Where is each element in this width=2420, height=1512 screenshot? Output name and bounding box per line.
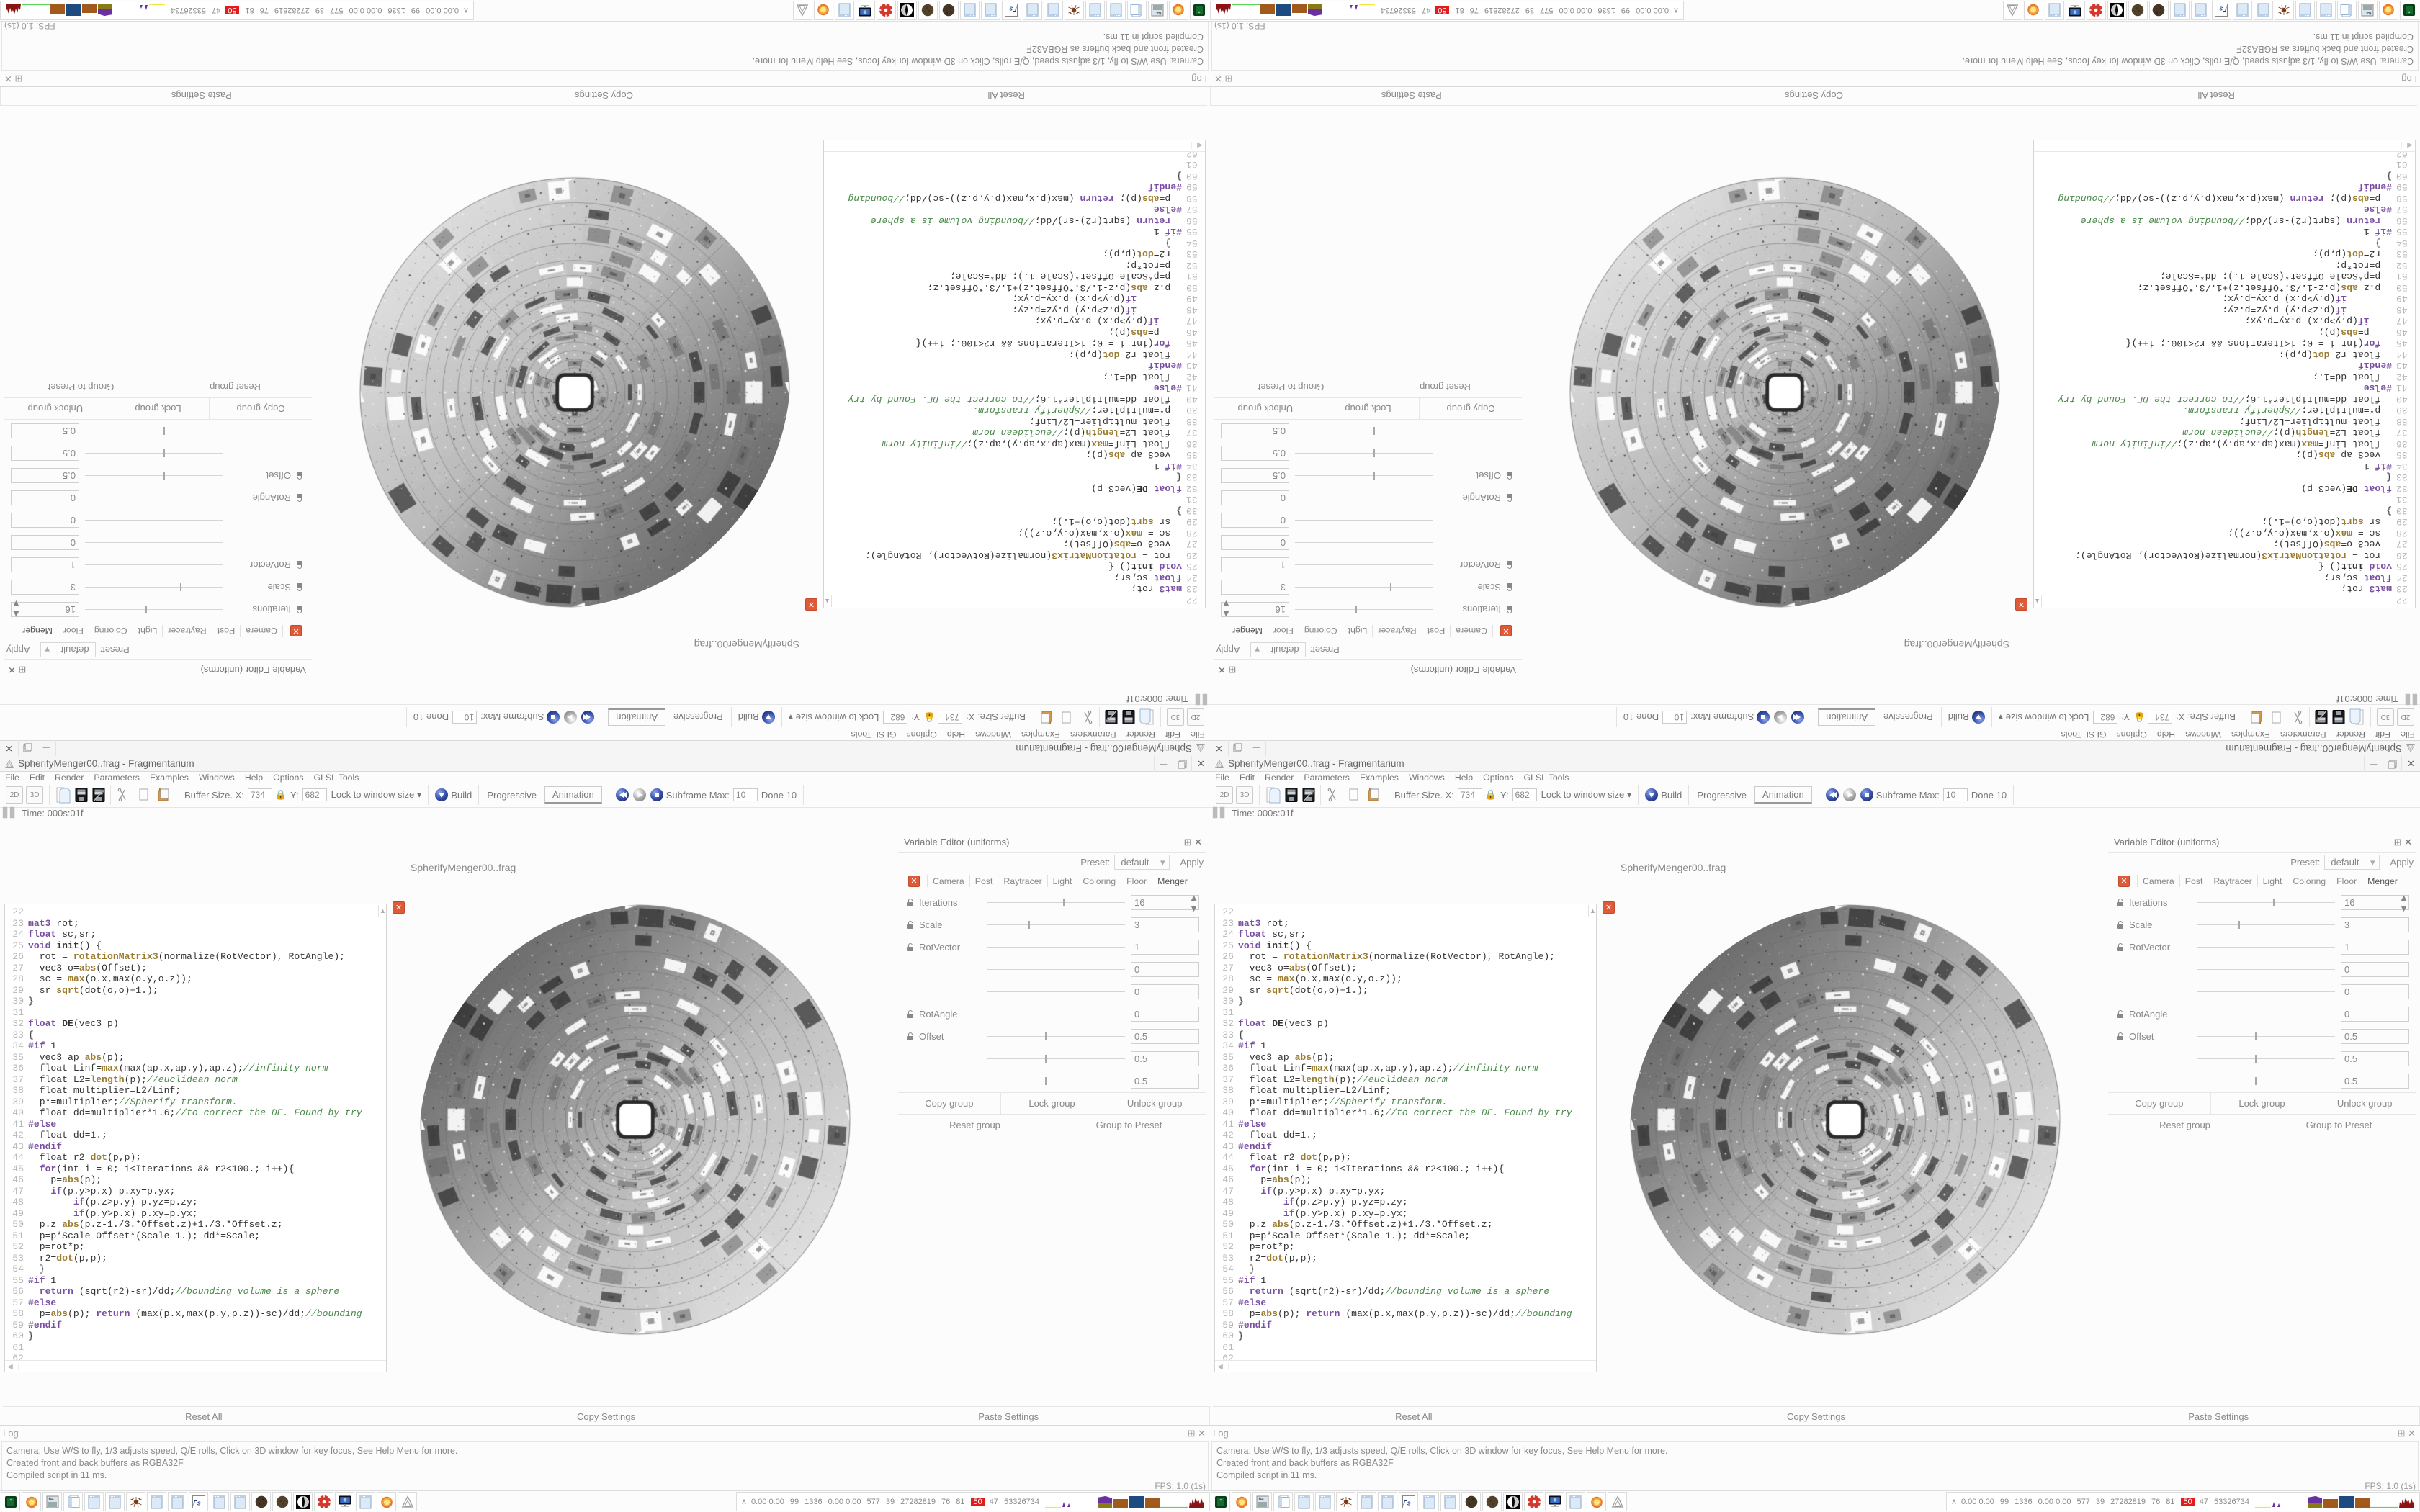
svg-text:Fs: Fs [193, 1499, 201, 1506]
svg-text:64: 64 [2366, 11, 2372, 16]
svg-text:Fs: Fs [2220, 6, 2228, 13]
svg-text:64: 64 [1258, 1497, 1264, 1502]
svg-text:64: 64 [1156, 11, 1162, 16]
svg-text:Fs: Fs [1403, 1499, 1411, 1506]
svg-text:64: 64 [48, 1497, 54, 1502]
svg-text:Fs: Fs [1010, 6, 1018, 13]
